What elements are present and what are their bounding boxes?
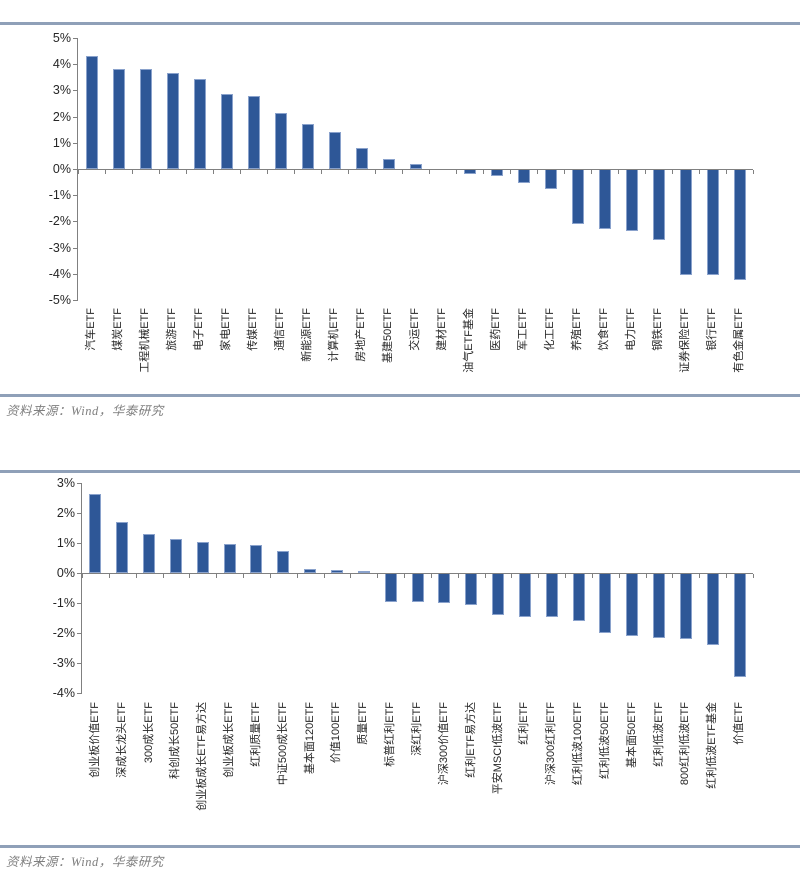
figure-top-rule — [0, 470, 800, 473]
figure-bottom-rule — [0, 845, 800, 848]
source-note: 资料来源：Wind，华泰研究 — [6, 404, 164, 418]
figure-top-rule — [0, 22, 800, 25]
figure-bottom-rule — [0, 394, 800, 397]
source-note: 资料来源：Wind，华泰研究 — [6, 855, 164, 869]
chart-panel — [38, 26, 760, 392]
chart-panel — [38, 474, 758, 843]
